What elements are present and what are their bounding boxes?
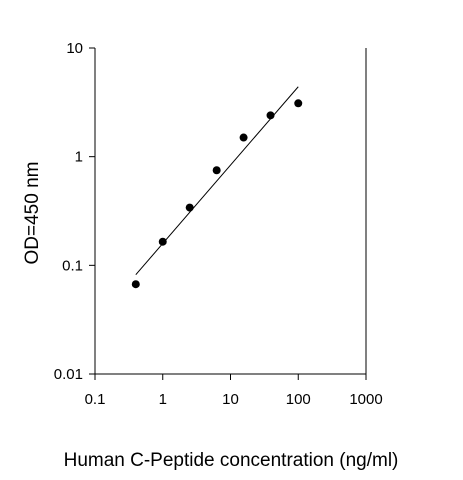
- data-point: [212, 166, 221, 175]
- data-point: [158, 237, 167, 246]
- y-tick-label: 0.01: [54, 366, 83, 383]
- x-tick-label: 100: [286, 391, 311, 408]
- fit-line: [135, 86, 299, 276]
- x-tick-label: 1000: [349, 391, 382, 408]
- y-tick-label: 0.1: [62, 257, 83, 274]
- data-point: [266, 111, 275, 120]
- x-tick-label: 10: [222, 391, 239, 408]
- data-layer: [131, 86, 303, 289]
- x-tick-label: 1: [159, 391, 167, 408]
- y-tick-label: 1: [75, 149, 83, 166]
- data-point: [239, 133, 248, 142]
- x-axis-label: Human C-Peptide concentration (ng/ml): [64, 450, 399, 471]
- x-axis-ticks: 0.1 1 10 100 1000: [85, 374, 383, 408]
- data-point: [294, 99, 303, 108]
- data-point: [131, 280, 140, 289]
- y-tick-label: 10: [66, 40, 83, 57]
- x-tick-label: 0.1: [85, 391, 106, 408]
- y-axis-label: OD=450 nm: [22, 162, 43, 265]
- plot-frame: [94, 48, 367, 375]
- y-axis-ticks: 0.01 0.1 1 10: [54, 40, 95, 383]
- data-point: [185, 203, 194, 212]
